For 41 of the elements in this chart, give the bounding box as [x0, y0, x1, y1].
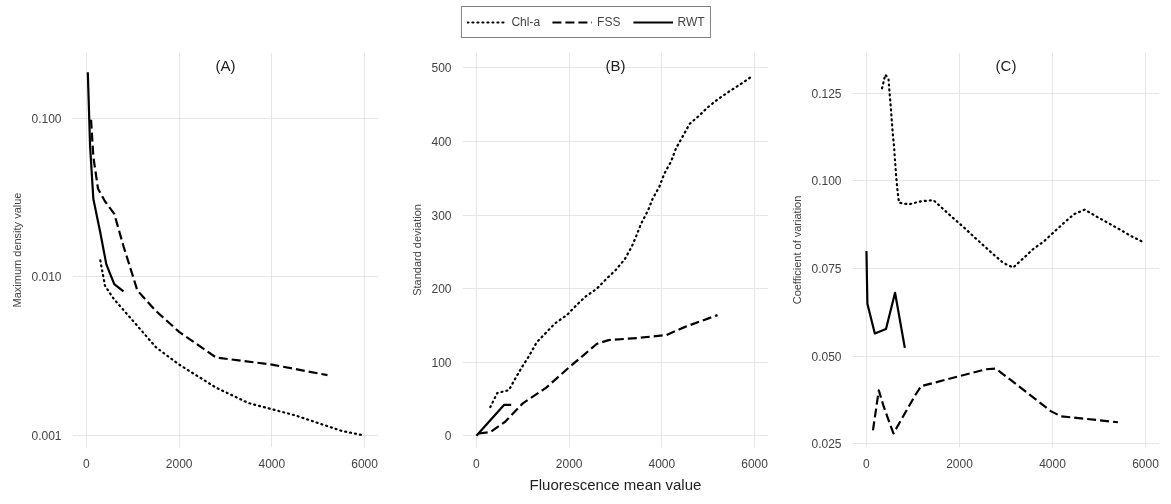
y-tick-label: 200 — [431, 282, 452, 297]
chart-title: (C) — [995, 56, 1017, 74]
x-tick-label: 0 — [83, 456, 91, 471]
line-series — [865, 249, 906, 349]
line-series — [477, 314, 719, 435]
y-axis-title: Standard deviation — [411, 204, 424, 296]
x-tick-label: 6000 — [1132, 456, 1160, 471]
legend-label: Chl-a — [511, 15, 541, 29]
y-tick-label: 0.075 — [811, 262, 842, 277]
x-tick-label: 4000 — [258, 456, 286, 471]
y-tick-label: 0.050 — [811, 349, 842, 364]
y-tick-label: 0.100 — [811, 174, 842, 189]
x-tick-label: 4000 — [1039, 456, 1067, 471]
y-tick-label: 100 — [431, 355, 452, 370]
x-tick-label: 6000 — [351, 456, 379, 471]
y-axis-title: Coefficient of variation — [791, 195, 804, 305]
y-tick-label: 0.100 — [31, 111, 62, 126]
y-axis-title: Maximum density value — [11, 192, 24, 308]
y-tick-label: 500 — [431, 61, 452, 76]
x-axis-title: Fluorescence mean value — [529, 475, 702, 493]
y-tick-label: 0.125 — [811, 86, 842, 101]
y-tick-label: 300 — [431, 208, 452, 223]
legend-label: FSS — [597, 15, 621, 29]
chart-title: (A) — [215, 56, 236, 74]
x-tick-label: 6000 — [741, 456, 769, 471]
line-series — [489, 74, 754, 409]
line-series — [880, 73, 1145, 269]
y-tick-label: 0.010 — [31, 270, 62, 285]
x-tick-label: 0 — [473, 456, 481, 471]
y-tick-label: 0.001 — [31, 428, 62, 443]
chart-title: (B) — [605, 56, 626, 74]
line-series — [871, 367, 1120, 435]
x-tick-label: 4000 — [648, 456, 676, 471]
y-tick-label: 0.025 — [811, 437, 842, 452]
legend-label: RWT — [677, 15, 705, 29]
x-tick-label: 2000 — [165, 456, 193, 471]
x-tick-label: 2000 — [946, 456, 974, 471]
y-tick-label: 400 — [431, 135, 452, 149]
x-tick-label: 2000 — [555, 456, 583, 471]
y-tick-label: 0 — [444, 429, 452, 444]
x-tick-label: 0 — [863, 456, 871, 471]
